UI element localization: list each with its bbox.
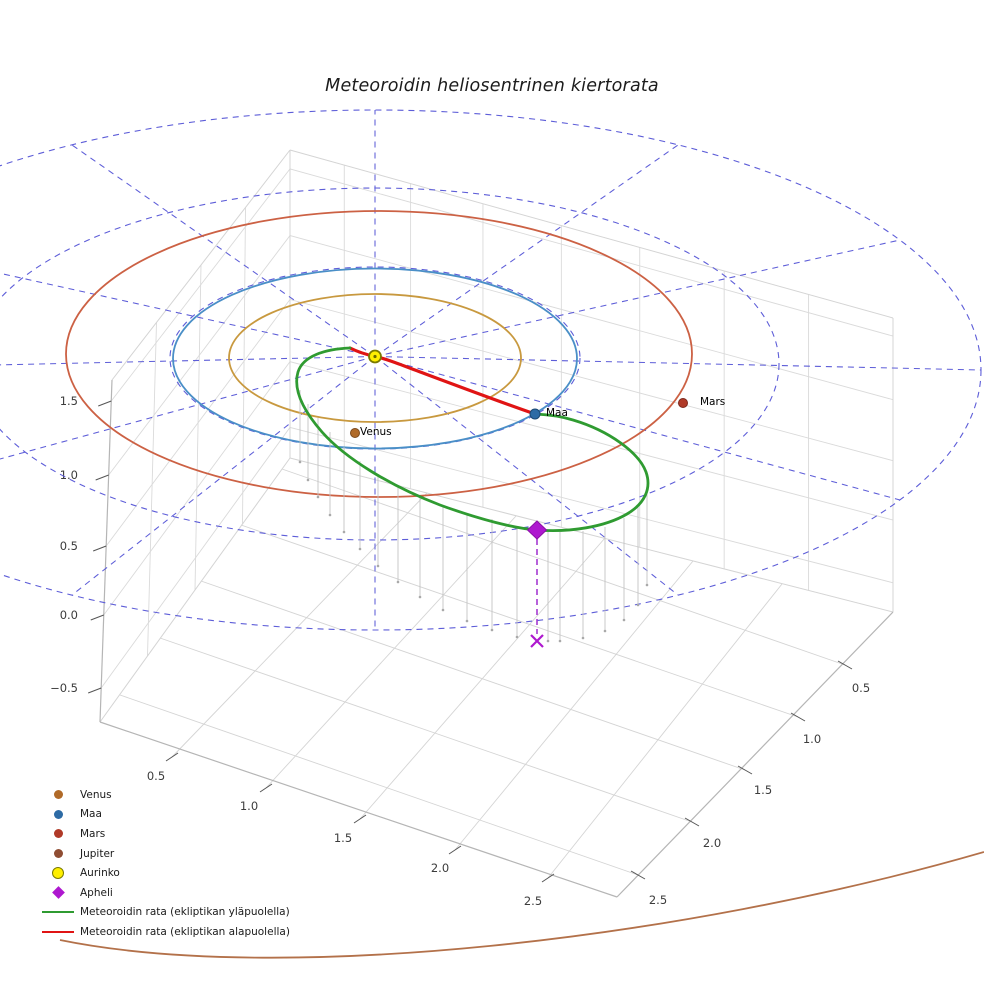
polar-grid-spoke <box>374 356 679 596</box>
tick-label: 1.0 <box>240 799 258 813</box>
sun-center-dot <box>373 354 377 359</box>
polar-grid-spoke <box>374 355 982 371</box>
axes-box-grid <box>99 149 894 898</box>
tick-label: 1.5 <box>60 394 78 408</box>
legend-item-maa: Maa <box>36 805 290 825</box>
polar-grid-spoke <box>0 355 376 460</box>
mars-dot-swatch <box>36 829 80 839</box>
polar-grid <box>0 109 982 631</box>
aphelion-diamond-marker <box>526 520 548 540</box>
polar-grid-ring <box>0 109 982 631</box>
venus-label: Venus <box>360 426 392 438</box>
sun-circle-swatch <box>36 867 80 880</box>
earth-orbit-path <box>172 267 578 450</box>
venus-dot-swatch <box>36 790 80 800</box>
tick-label: 0.5 <box>852 681 870 695</box>
legend-item-meteoroid-below: Meteoroidin rata (ekliptikan alapuolella… <box>36 922 290 942</box>
mars-marker <box>678 398 688 408</box>
tick-label: 1.0 <box>60 468 78 482</box>
tick-label: 0.5 <box>147 769 165 783</box>
tick-label: 1.0 <box>803 732 821 746</box>
maa-marker <box>529 408 541 420</box>
tick-label: 1.5 <box>754 783 772 797</box>
green-line-swatch <box>36 911 80 914</box>
meteoroid-orbit-above <box>295 346 650 532</box>
mars-label: Mars <box>700 396 726 408</box>
tick-label: −0.5 <box>50 681 78 695</box>
tick-label: 0.0 <box>60 608 78 622</box>
jupiter-orbit-arc <box>59 851 984 959</box>
legend-item-aurinko: Aurinko <box>36 863 290 883</box>
red-line-swatch <box>36 930 80 933</box>
meteoroid-drop-lines <box>298 390 649 643</box>
venus-marker <box>350 428 360 438</box>
legend-item-meteoroid-above: Meteoroidin rata (ekliptikan yläpuolella… <box>36 903 290 923</box>
axis-ticks: 0.5 1.0 1.5 2.0 2.5 0.5 1.0 1.5 2.0 2.5 1.5 1.0 0.5 0… <box>50 394 870 908</box>
aphelion-diamond-swatch <box>36 886 80 900</box>
tick-label: 2.0 <box>431 861 449 875</box>
tick-label: 1.5 <box>334 831 352 845</box>
polar-grid-spoke <box>71 356 376 596</box>
polar-grid-ring <box>169 266 581 450</box>
legend-item-mars: Mars <box>36 824 290 844</box>
tick-label: 2.5 <box>524 894 542 908</box>
jupiter-dot-swatch <box>36 849 80 859</box>
polar-grid-ring <box>0 187 780 541</box>
polar-grid-spoke <box>374 355 901 501</box>
meteoroid-orbit-below <box>348 346 537 416</box>
tick-label: 2.5 <box>649 893 667 907</box>
polar-grid-spoke <box>71 144 376 357</box>
legend-item-apheli: Apheli <box>36 883 290 903</box>
plot-title: Meteoroidin heliosentrinen kiertorata <box>325 76 659 96</box>
maa-dot-swatch <box>36 809 80 819</box>
polar-grid-spoke <box>0 355 376 366</box>
venus-orbit-path <box>228 293 522 423</box>
tick-label: 0.5 <box>60 539 78 553</box>
polar-grid-spoke <box>0 272 376 358</box>
legend-item-jupiter: Jupiter <box>36 844 290 864</box>
legend: Venus Maa Mars Jupiter Aurinko Apheli Me… <box>36 785 290 942</box>
tick-label: 2.0 <box>703 836 721 850</box>
maa-label: Maa <box>546 407 568 419</box>
aphelion-ground-x-marker <box>530 634 544 648</box>
polar-grid-spoke <box>374 239 901 358</box>
polar-grid-spoke <box>374 144 679 357</box>
legend-item-venus: Venus <box>36 785 290 805</box>
mars-orbit-path <box>65 210 693 498</box>
